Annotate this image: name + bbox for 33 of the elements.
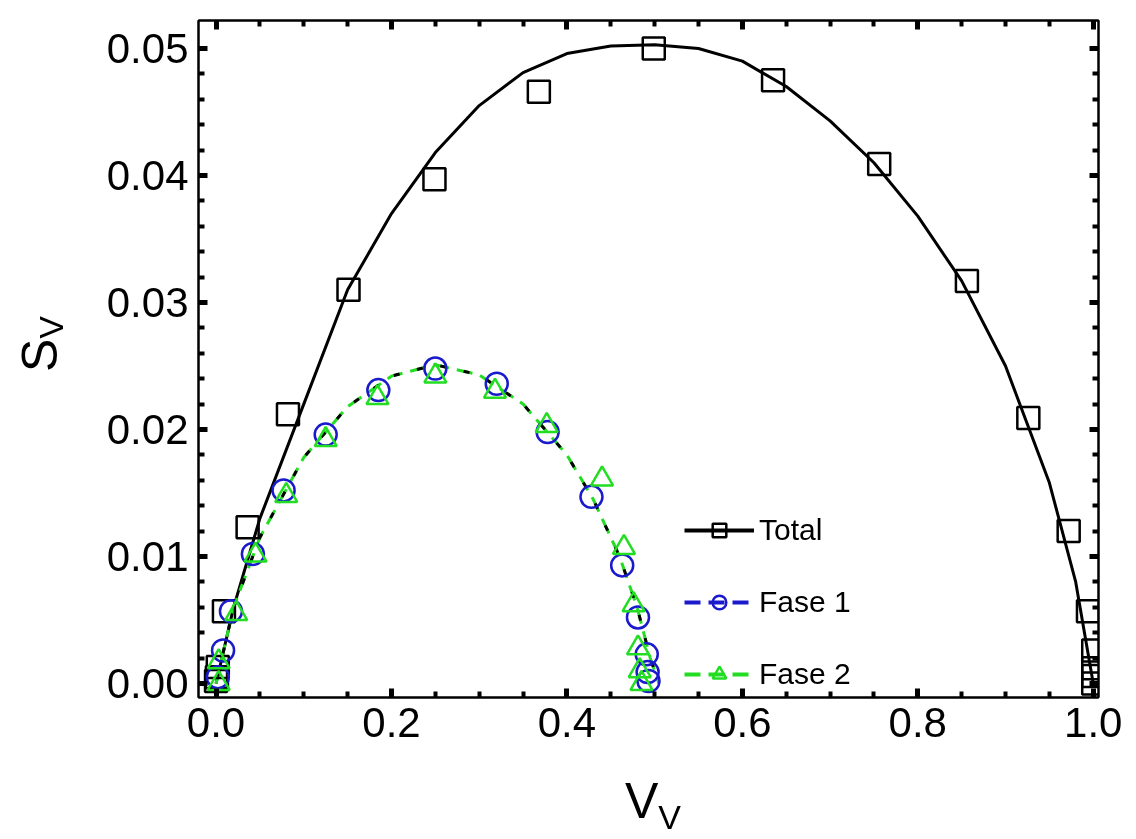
x-tick-label: 0.2 bbox=[362, 698, 421, 746]
point bbox=[866, 151, 892, 177]
y-tick-label: 0.01 bbox=[106, 533, 189, 581]
x-tick-label: 0.4 bbox=[537, 698, 597, 746]
point bbox=[210, 638, 236, 663]
point bbox=[526, 79, 552, 104]
point bbox=[484, 371, 509, 396]
point bbox=[954, 268, 980, 294]
y-tick-label: 0.03 bbox=[106, 278, 189, 326]
point bbox=[275, 402, 301, 427]
point bbox=[1056, 518, 1081, 544]
legend-label: Fase 2 bbox=[759, 657, 851, 691]
point bbox=[235, 515, 260, 540]
y-tick-label: 0.00 bbox=[106, 660, 189, 708]
legend-label: Fase 1 bbox=[759, 585, 851, 619]
point bbox=[422, 167, 447, 192]
legend-label: Total bbox=[759, 513, 823, 547]
x-axis-title: V$_{V}$ bbox=[624, 773, 682, 836]
point bbox=[423, 356, 448, 381]
x-tick-label: 1.0 bbox=[1064, 698, 1123, 746]
point bbox=[641, 36, 667, 61]
x-tick-label: 0.0 bbox=[186, 698, 246, 746]
point bbox=[336, 277, 361, 303]
point bbox=[579, 484, 604, 510]
x-tick-label: 0.6 bbox=[713, 698, 772, 746]
y-tick-label: 0.04 bbox=[106, 151, 189, 199]
point bbox=[760, 67, 786, 93]
y-tick-label: 0.02 bbox=[106, 405, 189, 453]
y-tick-label: 0.05 bbox=[106, 24, 189, 72]
point bbox=[366, 377, 391, 403]
point bbox=[1016, 405, 1041, 431]
x-tick-label: 0.8 bbox=[888, 698, 947, 746]
point bbox=[1075, 598, 1099, 624]
